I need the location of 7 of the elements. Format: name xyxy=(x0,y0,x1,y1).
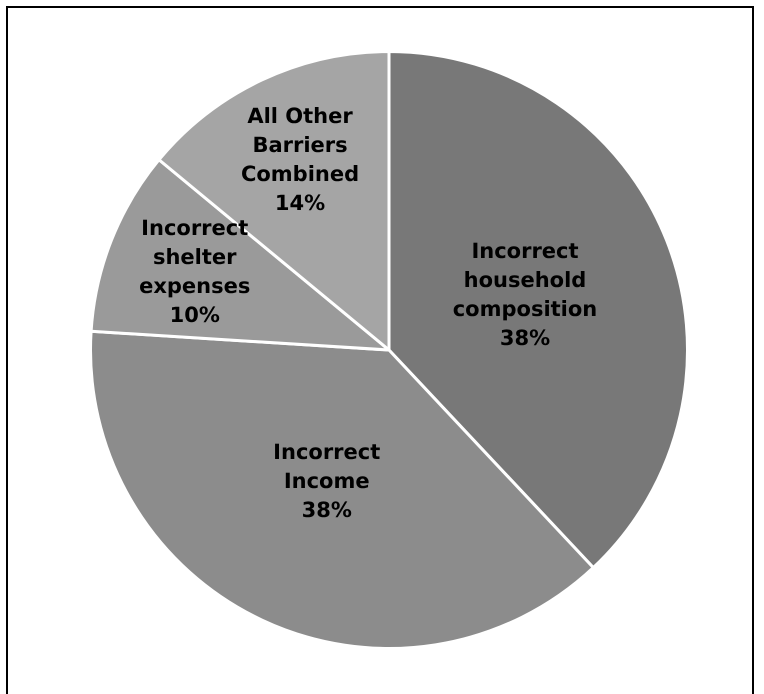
data-label: 38% xyxy=(302,498,352,522)
data-label: 10% xyxy=(170,303,220,328)
data-label: 14% xyxy=(274,190,326,215)
slice-label: Incorrect household composition xyxy=(452,239,598,322)
data-label: 38% xyxy=(500,326,550,350)
slice-label: All Other Barriers Combined xyxy=(240,104,360,186)
slice-label: Incorrect Income xyxy=(273,440,380,493)
